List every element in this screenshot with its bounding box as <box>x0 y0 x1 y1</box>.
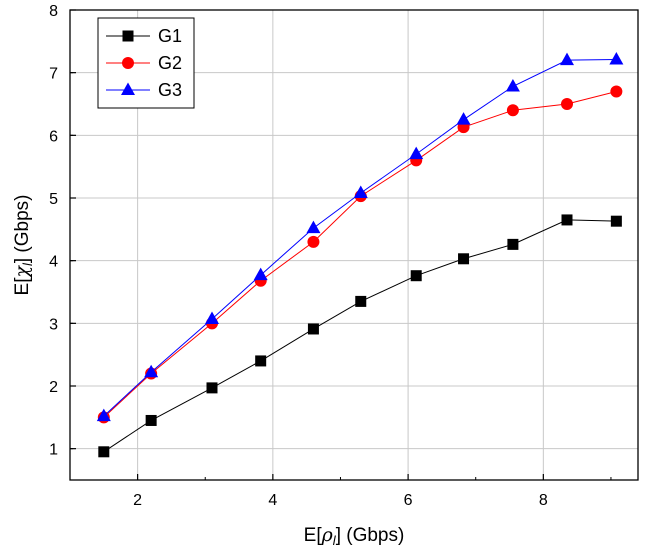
legend: G1 G2 G3 <box>97 17 195 109</box>
data-point-g3 <box>144 364 159 378</box>
series-layer <box>96 52 624 458</box>
plot-frame <box>69 9 639 481</box>
x-tick-label: 6 <box>404 492 413 509</box>
data-point-g1 <box>561 214 573 226</box>
data-point-g3 <box>505 78 520 92</box>
ticks: 2 4 6 8 1 2 3 4 5 6 7 8 <box>49 3 612 509</box>
data-point-g3 <box>560 52 574 66</box>
legend-marker-g2 <box>122 57 134 69</box>
y-tick-label: 5 <box>49 191 58 208</box>
data-point-g1 <box>355 295 367 307</box>
x-axis-title: E[ρl] (Gbps) <box>304 524 405 548</box>
data-point-g1 <box>307 323 319 335</box>
series-line-g3 <box>103 59 617 417</box>
x-tick-label: 8 <box>539 492 548 509</box>
data-point-g1 <box>507 238 519 250</box>
data-point-g2 <box>561 98 573 110</box>
series-line-g2 <box>103 90 617 418</box>
series-g1 <box>98 214 622 458</box>
data-point-g3 <box>96 408 111 422</box>
legend-label-g1: G1 <box>158 26 182 46</box>
series-line-g1 <box>103 219 617 453</box>
legend-marker-g1 <box>122 30 134 42</box>
legend-label-g2: G2 <box>158 53 182 73</box>
data-point-g3 <box>353 185 368 198</box>
y-tick-label: 4 <box>49 254 58 271</box>
data-point-g1 <box>410 270 422 282</box>
data-point-g3 <box>306 220 321 234</box>
data-point-g1 <box>145 414 157 426</box>
y-tick-label: 8 <box>49 3 58 20</box>
data-point-g3 <box>609 52 624 65</box>
series-g3 <box>96 52 624 422</box>
legend-label-g3: G3 <box>158 80 182 100</box>
data-point-g1 <box>458 253 470 265</box>
data-point-g3 <box>456 112 471 125</box>
data-point-g2 <box>506 104 519 117</box>
data-point-g2 <box>610 85 623 98</box>
data-point-g1 <box>255 355 267 367</box>
data-point-g3 <box>409 146 424 160</box>
y-tick-label: 3 <box>49 316 58 333</box>
data-point-g1 <box>98 446 110 458</box>
data-point-g2 <box>307 235 320 248</box>
y-tick-label: 1 <box>49 442 58 459</box>
x-tick-label: 2 <box>133 492 142 509</box>
legend-marker-g3 <box>121 82 135 95</box>
y-tick-label: 6 <box>49 128 58 145</box>
x-tick-label: 4 <box>268 492 277 509</box>
y-tick-label: 2 <box>49 379 58 396</box>
data-point-g1 <box>206 382 218 394</box>
data-point-g3 <box>253 267 268 281</box>
data-point-g3 <box>205 311 219 324</box>
y-tick-label: 7 <box>49 66 58 83</box>
y-axis-title: E[χl] (Gbps) <box>11 195 35 296</box>
data-point-g1 <box>610 215 622 227</box>
